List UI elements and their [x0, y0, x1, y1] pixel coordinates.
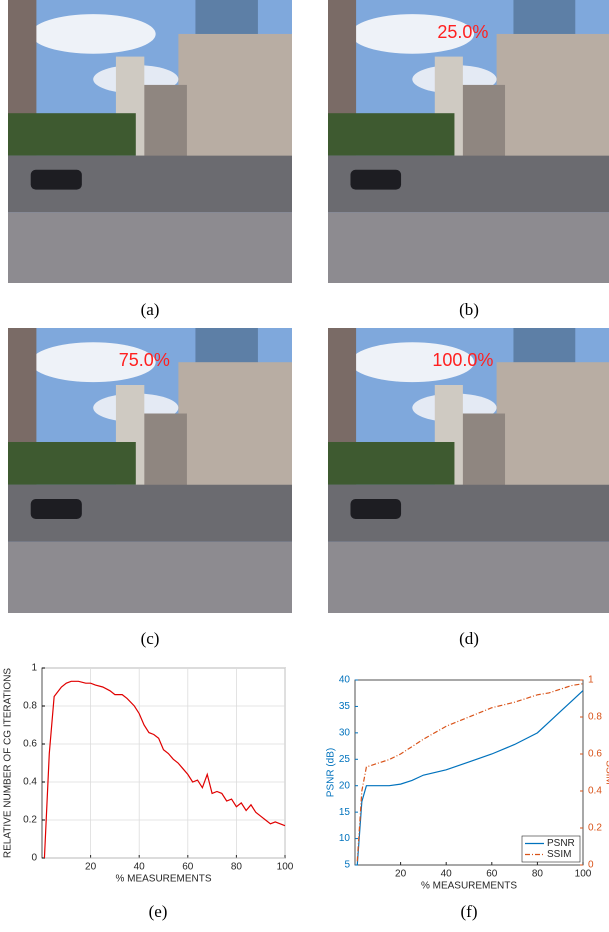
car	[31, 170, 82, 190]
trees	[8, 442, 136, 485]
legend-label: PSNR	[547, 838, 575, 849]
x-tick-label: 40	[441, 869, 453, 880]
x-tick-label: 80	[532, 869, 544, 880]
sidewalk	[8, 542, 292, 613]
caption: (f)	[461, 902, 478, 921]
y2-tick-label: 1	[588, 675, 594, 686]
caption: (a)	[141, 300, 160, 319]
y-tick-label: 30	[339, 727, 351, 738]
y2-tick-label: 0.2	[588, 823, 602, 834]
y2-tick-label: 0.4	[588, 786, 602, 797]
y-tick-label: 0	[31, 853, 37, 864]
car	[350, 170, 401, 190]
y-tick-label: 10	[339, 833, 351, 844]
sidewalk	[328, 542, 609, 613]
sidewalk	[8, 212, 292, 283]
overlay-label: 25.0%	[437, 22, 488, 42]
car	[31, 499, 82, 519]
x-axis-label: % MEASUREMENTS	[115, 874, 211, 885]
overlay-label: 75.0%	[119, 350, 170, 370]
y-axis-label: PSNR (dB)	[326, 748, 337, 797]
caption: (b)	[459, 300, 479, 319]
overlay-label: 100.0%	[432, 350, 493, 370]
y-axis-label: RELATIVE NUMBER OF CG ITERATIONS	[3, 668, 14, 859]
x-tick-label: 100	[277, 862, 294, 873]
x-tick-label: 60	[182, 862, 194, 873]
trees	[328, 442, 454, 485]
caption: (d)	[459, 629, 479, 648]
photo	[8, 0, 292, 283]
caption: (c)	[141, 629, 160, 648]
y-tick-label: 0.6	[23, 739, 37, 750]
legend-label: SSIM	[547, 849, 571, 860]
y-tick-label: 0.8	[23, 701, 37, 712]
trees	[8, 113, 136, 155]
y2-tick-label: 0	[588, 860, 594, 871]
y-tick-label: 0.2	[23, 815, 37, 826]
y-tick-label: 5	[344, 860, 350, 871]
plot-area	[42, 668, 285, 858]
y-tick-label: 1	[31, 663, 37, 674]
y-tick-label: 25	[339, 754, 351, 765]
x-tick-label: 60	[486, 869, 498, 880]
y-tick-label: 15	[339, 807, 351, 818]
y-tick-label: 20	[339, 780, 351, 791]
page: {"panels": [{"caption": "(a)"}, {"captio…	[0, 0, 609, 932]
trees	[328, 113, 454, 155]
sidewalk	[328, 212, 609, 283]
car	[350, 499, 401, 519]
photo: 25.0%	[328, 0, 609, 283]
data-line	[44, 681, 285, 858]
data-line	[357, 684, 583, 862]
y-tick-label: 0.4	[23, 777, 37, 788]
figure: 25.0% 75.0% 100.0% (a) (b) (c) (d) (e) (f) 20 40 60…	[0, 0, 609, 932]
x-tick-label: 40	[134, 862, 146, 873]
photo: 100.0%	[328, 328, 609, 613]
x-tick-label: 80	[231, 862, 243, 873]
x-tick-label: 20	[395, 869, 407, 880]
cloud	[31, 14, 156, 54]
y-tick-label: 40	[339, 675, 351, 686]
y-tick-label: 35	[339, 701, 351, 712]
x-axis-label: % MEASUREMENTS	[421, 881, 517, 892]
photo: 75.0%	[8, 328, 292, 613]
y2-axis-label: SSIM	[603, 760, 609, 784]
y2-tick-label: 0.6	[588, 749, 602, 760]
x-tick-label: 20	[85, 862, 97, 873]
caption: (e)	[149, 902, 168, 921]
y2-tick-label: 0.8	[588, 712, 602, 723]
